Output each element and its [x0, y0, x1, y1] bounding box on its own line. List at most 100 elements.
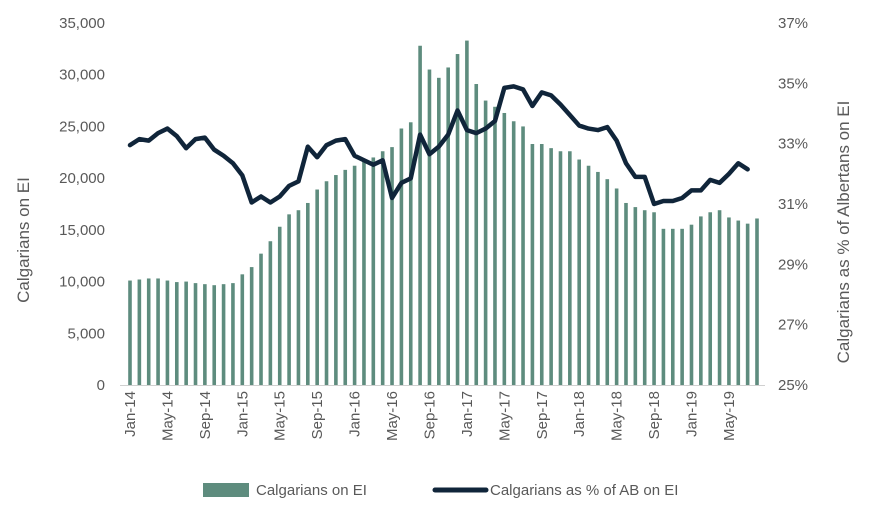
bar — [437, 77, 441, 385]
y-left-tick-label: 5,000 — [67, 325, 105, 342]
bar — [427, 69, 432, 385]
bar — [334, 175, 338, 385]
bar — [624, 202, 628, 385]
y-right-tick-label: 31% — [778, 196, 808, 213]
bar — [446, 67, 450, 385]
bar — [193, 283, 198, 385]
bar — [689, 224, 694, 385]
x-tick-label: May-18 — [609, 391, 626, 441]
y-left-tick-label: 15,000 — [59, 222, 105, 239]
bar — [455, 54, 460, 385]
bar — [203, 284, 207, 385]
bar — [418, 45, 422, 385]
bar — [605, 179, 610, 385]
bar — [699, 216, 703, 385]
bar — [483, 100, 488, 385]
y-right-tick-label: 29% — [778, 256, 808, 273]
x-tick-label: May-17 — [496, 391, 513, 441]
bar — [315, 189, 319, 385]
bar — [558, 151, 563, 385]
bar — [465, 40, 469, 385]
x-tick-label: Sep-16 — [422, 391, 439, 439]
x-tick-label: Jan-18 — [571, 391, 588, 437]
bar — [408, 122, 413, 385]
bar — [736, 220, 741, 385]
y-left-tick-label: 0 — [97, 377, 105, 394]
y-left-tick-label: 30,000 — [59, 67, 105, 84]
bar — [521, 126, 525, 386]
bar — [568, 151, 572, 385]
legend-swatch-bars — [203, 483, 249, 497]
x-tick-label: Sep-15 — [309, 391, 326, 439]
bar — [146, 278, 151, 385]
bar — [511, 121, 516, 385]
bar — [390, 147, 394, 385]
x-tick-label: Jan-14 — [122, 391, 139, 437]
x-tick-label: Sep-17 — [534, 391, 551, 439]
x-tick-label: Sep-14 — [197, 391, 214, 439]
y-left-tick-label: 20,000 — [59, 170, 105, 187]
bar — [717, 210, 722, 385]
y-right-tick-label: 37% — [778, 15, 808, 32]
x-axis-ticks: Jan-14 May-14 Sep-14 Jan-15 May-15 Sep-15 Jan-… — [122, 391, 738, 441]
x-tick-label: May-16 — [384, 391, 401, 441]
bar — [212, 285, 217, 385]
bar — [539, 144, 544, 385]
bar — [380, 151, 385, 385]
legend-label-line: Calgarians as % of AB on EI — [490, 482, 678, 499]
bar — [549, 148, 553, 385]
bar — [184, 281, 188, 385]
bar — [165, 280, 170, 385]
bar — [268, 241, 273, 385]
bar — [727, 217, 731, 385]
bar — [174, 282, 179, 385]
bar — [614, 188, 619, 385]
bar — [652, 212, 656, 385]
bar — [352, 165, 357, 385]
legend: Calgarians on EI Calgarians as % of AB o… — [203, 482, 678, 499]
x-tick-label: Jan-16 — [347, 391, 364, 437]
x-tick-label: May-19 — [721, 391, 738, 441]
x-tick-label: Jan-15 — [234, 391, 251, 437]
y-left-tick-label: 35,000 — [59, 15, 105, 32]
bar — [324, 181, 329, 385]
bar — [128, 280, 132, 385]
bar — [586, 165, 591, 385]
bar — [277, 226, 282, 385]
legend-label-bars: Calgarians on EI — [256, 482, 367, 499]
bar — [596, 171, 600, 385]
bar — [661, 228, 666, 385]
x-tick-label: May-14 — [159, 391, 176, 441]
bar — [231, 283, 235, 385]
bar — [577, 159, 581, 385]
bar — [240, 274, 245, 385]
x-tick-label: Jan-19 — [684, 391, 701, 437]
bar — [296, 210, 301, 385]
y-right-tick-label: 35% — [778, 75, 808, 92]
bar — [493, 106, 497, 385]
left-axis-ticks: 0 5,000 10,000 15,000 20,000 25,000 30,000 35,0… — [59, 15, 105, 394]
bar — [221, 284, 226, 385]
bar — [287, 214, 291, 385]
y-axis-right-title: Calgarians as % of Albertans on EI — [834, 101, 853, 364]
bar — [474, 84, 479, 386]
y-left-tick-label: 10,000 — [59, 274, 105, 291]
bar — [399, 128, 404, 385]
bar — [259, 253, 263, 385]
y-right-tick-label: 33% — [778, 136, 808, 153]
line-series — [127, 84, 750, 207]
bar — [680, 228, 684, 385]
y-right-tick-label: 27% — [778, 317, 808, 334]
bar — [633, 207, 638, 385]
bar — [362, 160, 366, 385]
bar — [306, 202, 310, 385]
bar — [708, 212, 713, 385]
bar — [249, 267, 254, 385]
bar — [755, 218, 759, 385]
line-path — [127, 84, 750, 207]
bar — [642, 210, 647, 385]
bar — [530, 144, 535, 385]
bar-series — [128, 40, 759, 386]
